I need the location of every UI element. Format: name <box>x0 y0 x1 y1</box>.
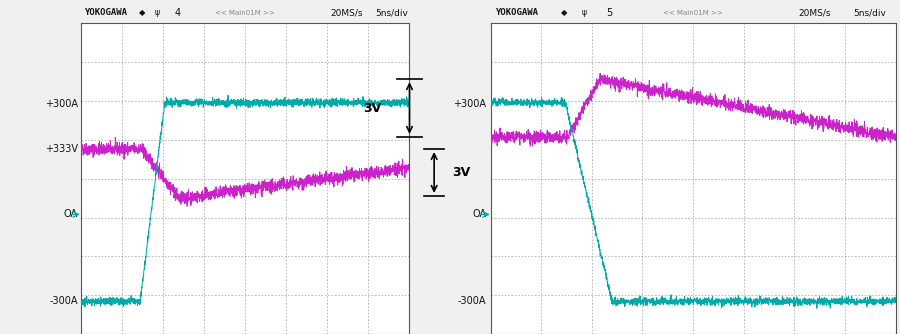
Text: 5ns/div: 5ns/div <box>853 8 886 17</box>
Text: -300A: -300A <box>50 296 77 306</box>
Text: ◆: ◆ <box>562 8 568 17</box>
Text: 20MS/s: 20MS/s <box>330 8 364 17</box>
Text: 3V: 3V <box>452 166 471 179</box>
Text: OA: OA <box>64 209 77 219</box>
Text: << Main01M >>: << Main01M >> <box>663 10 723 16</box>
Text: ψ: ψ <box>581 8 587 17</box>
Text: ψ: ψ <box>155 8 160 17</box>
Text: +300A: +300A <box>45 99 77 109</box>
Text: -300A: -300A <box>458 296 487 306</box>
Text: +300A: +300A <box>454 99 487 109</box>
Text: ◆: ◆ <box>139 8 145 17</box>
Text: OA: OA <box>472 209 487 219</box>
Text: 5: 5 <box>606 8 612 18</box>
Text: +333V: +333V <box>45 144 77 154</box>
Text: YOKOGAWA: YOKOGAWA <box>495 8 537 17</box>
Text: 20MS/s: 20MS/s <box>798 8 831 17</box>
Text: 3V: 3V <box>363 102 382 115</box>
Text: YOKOGAWA: YOKOGAWA <box>85 8 127 17</box>
Text: << Main01M >>: << Main01M >> <box>215 10 275 16</box>
Text: 5ns/div: 5ns/div <box>375 8 408 17</box>
Text: 4: 4 <box>175 8 181 18</box>
